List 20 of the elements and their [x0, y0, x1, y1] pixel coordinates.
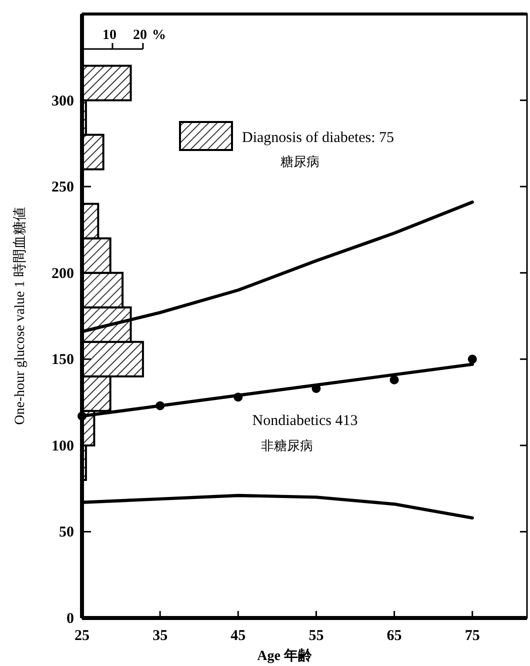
x-tick-label: 10 — [102, 28, 116, 43]
annotation: Nondiabetics 413 非糖尿病 — [252, 413, 358, 453]
x-tick-label: 75 — [464, 628, 480, 644]
y-tick-label: 150 — [52, 352, 74, 368]
x-tick-label: 35 — [152, 628, 168, 644]
x-tick-label: 20 — [132, 28, 147, 43]
y-tick-label: 0 — [66, 611, 74, 627]
y-tick-label: 50 — [59, 524, 74, 541]
y-axis-title: One-hour glucose value 1 時間血糖値 — [12, 207, 28, 425]
y-tick-label: 200 — [52, 266, 74, 282]
y-tick-label: 300 — [52, 93, 74, 110]
x-tick-label: 45 — [230, 628, 246, 644]
x-tick-label: 25 — [74, 628, 90, 644]
y-tick-label: 250 — [52, 180, 74, 196]
x-tick-label: 65 — [386, 628, 402, 644]
x-axis-title: Age 年齢 — [257, 648, 313, 664]
x-tick-label: 55 — [308, 628, 324, 644]
y-tick-label: 100 — [52, 438, 74, 454]
x-axis-title: % — [152, 28, 166, 43]
legend-label: Diagnosis of diabetes: 75 糖尿病 — [242, 130, 394, 169]
